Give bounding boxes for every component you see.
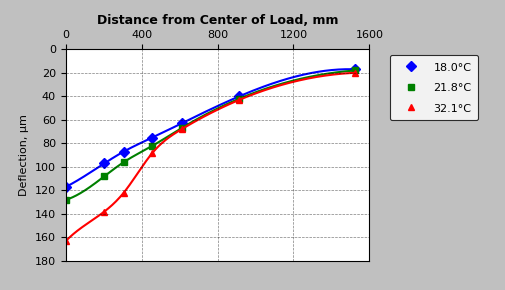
Legend: 18.0°C, 21.8°C, 32.1°C: 18.0°C, 21.8°C, 32.1°C [389,55,477,120]
32.1°C [178,128,184,131]
21.8°C [120,160,126,164]
Title: Distance from Center of Load, mm: Distance from Center of Load, mm [96,14,338,27]
18.0°C [101,162,107,165]
18.0°C [149,136,155,139]
21.8°C [101,175,107,178]
Line: 18.0°C: 18.0°C [62,66,358,190]
21.8°C [351,69,358,72]
32.1°C [149,151,155,155]
21.8°C [63,198,69,202]
32.1°C [101,210,107,213]
Line: 21.8°C: 21.8°C [62,67,358,203]
32.1°C [351,71,358,75]
18.0°C [63,185,69,189]
21.8°C [178,126,184,130]
32.1°C [63,239,69,243]
18.0°C [120,150,126,153]
32.1°C [120,191,126,195]
18.0°C [178,122,184,125]
Y-axis label: Deflection, μm: Deflection, μm [19,114,29,196]
Line: 32.1°C: 32.1°C [62,69,358,244]
32.1°C [236,98,242,102]
21.8°C [149,144,155,148]
18.0°C [351,68,358,71]
21.8°C [236,97,242,100]
18.0°C [236,95,242,98]
